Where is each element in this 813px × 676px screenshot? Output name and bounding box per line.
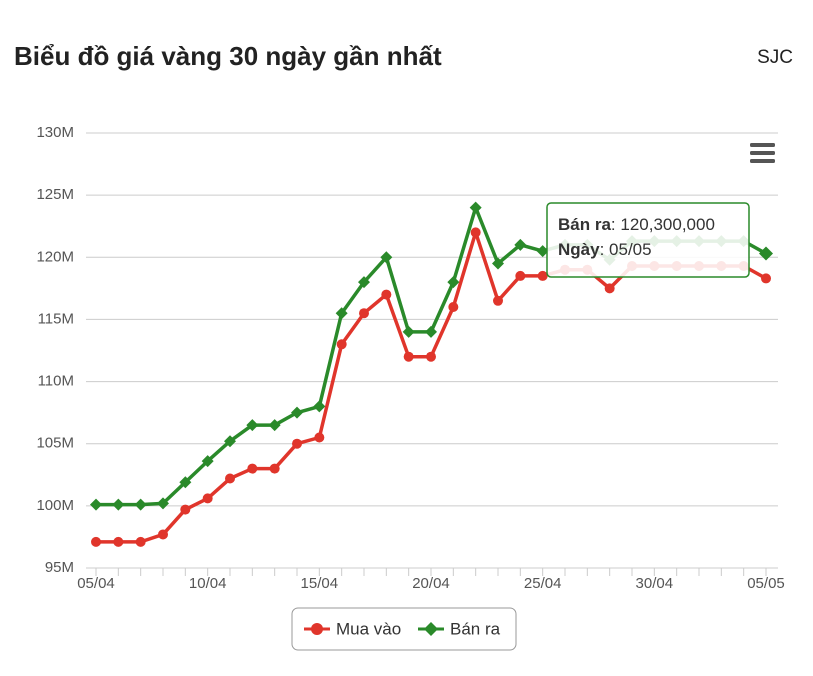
x-tick-label: 30/04 <box>636 575 674 592</box>
tooltip-sep: : <box>611 215 620 234</box>
tooltip-value: 120,300,000 <box>620 215 715 234</box>
y-tick-label: 95M <box>45 559 74 576</box>
x-tick-label: 10/04 <box>189 575 227 592</box>
point <box>470 227 481 238</box>
point <box>91 536 101 547</box>
title: Biểu đồ giá vàng 30 ngày gần nhất <box>14 41 442 71</box>
tooltip: Bán ra: 120,300,000 Ngày: 05/05 <box>546 202 750 278</box>
x-tick-label: 15/04 <box>301 575 339 592</box>
point <box>604 283 615 294</box>
x-tick-label: 05/04 <box>77 575 115 592</box>
point <box>202 493 213 504</box>
point <box>426 351 436 362</box>
point <box>403 351 414 362</box>
point <box>537 270 548 281</box>
point <box>225 473 235 484</box>
point <box>402 325 415 338</box>
point <box>292 438 302 449</box>
point <box>269 463 280 474</box>
y-tick-label: 105M <box>36 435 74 452</box>
point <box>90 498 102 511</box>
tooltip-line: Ngày: 05/05 <box>558 240 652 259</box>
point <box>380 251 393 264</box>
y-tick-label: 100M <box>36 497 74 514</box>
point <box>469 201 482 214</box>
x-tick-label: 05/05 <box>747 575 785 592</box>
tooltip-date: 05/05 <box>609 240 652 259</box>
point <box>448 302 459 312</box>
y-tick-label: 110M <box>38 373 74 390</box>
legend-marker <box>311 623 323 635</box>
point <box>134 498 147 511</box>
point <box>493 295 503 306</box>
point <box>135 536 146 547</box>
point <box>268 419 281 432</box>
y-tick-label: 130M <box>36 124 74 141</box>
point <box>291 406 303 419</box>
point <box>358 276 370 289</box>
point <box>515 270 526 281</box>
point <box>247 463 258 474</box>
point <box>447 276 460 289</box>
y-tick-label: 115M <box>38 310 74 327</box>
x-tick-label: 20/04 <box>412 575 450 592</box>
point <box>158 529 168 540</box>
point <box>492 257 504 270</box>
point <box>113 536 124 547</box>
tooltip-series: Bán ra <box>558 215 611 234</box>
point <box>224 435 236 448</box>
legend-item[interactable]: Mua vào <box>304 619 401 638</box>
legend-label: Bán ra <box>450 619 501 638</box>
series-line <box>96 230 767 544</box>
point <box>336 339 347 350</box>
point <box>359 308 369 319</box>
legend-box <box>291 607 517 651</box>
point <box>381 289 392 300</box>
point <box>514 238 527 251</box>
legend-marker <box>424 622 438 636</box>
tooltip-line: Bán ra: 120,300,000 <box>558 215 715 234</box>
x-tick-label: 25/04 <box>524 575 562 592</box>
point <box>335 307 348 320</box>
point <box>761 273 771 284</box>
point <box>246 419 259 432</box>
brand: SJC <box>757 47 793 68</box>
point <box>157 497 169 510</box>
point <box>314 432 325 443</box>
point <box>180 504 191 515</box>
menu-button[interactable] <box>750 143 775 163</box>
point <box>425 325 437 338</box>
point <box>313 400 326 413</box>
legend-item[interactable]: Bán ra <box>418 619 501 638</box>
point <box>536 245 549 258</box>
tooltip-box <box>546 202 750 278</box>
point <box>179 476 192 489</box>
point <box>112 498 125 511</box>
legend-label: Mua vào <box>336 619 401 638</box>
y-tick-label: 120M <box>36 248 74 265</box>
tooltip-sep: : <box>600 240 609 259</box>
point <box>201 455 214 468</box>
point <box>759 246 773 261</box>
y-tick-label: 125M <box>36 186 74 203</box>
tooltip-date-label: Ngày <box>558 240 600 259</box>
